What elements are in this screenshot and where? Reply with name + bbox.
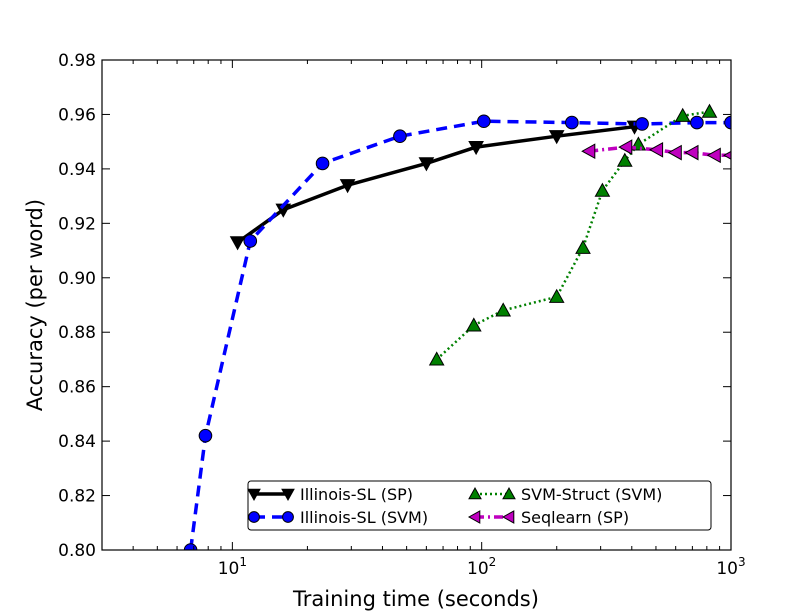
data-point bbox=[667, 144, 682, 161]
legend-marker bbox=[248, 511, 260, 523]
data-point bbox=[428, 351, 445, 366]
data-point bbox=[648, 141, 664, 158]
legend-marker bbox=[502, 486, 516, 500]
legend-marker bbox=[468, 486, 482, 500]
x-tick-label: 103 bbox=[716, 555, 745, 579]
data-point bbox=[468, 141, 484, 156]
y-tick-label: 0.94 bbox=[58, 160, 96, 180]
data-point bbox=[198, 428, 213, 443]
series-3 bbox=[428, 103, 718, 366]
data-point bbox=[243, 234, 258, 248]
axes: 0.80 0.82 0.84 0.86 0.88 0.90 0.92 0.94 0.96 0.98… bbox=[58, 51, 746, 579]
data-point bbox=[393, 129, 407, 144]
data-point bbox=[465, 317, 482, 332]
data-point bbox=[722, 150, 731, 160]
data-point bbox=[684, 144, 699, 161]
data-point bbox=[548, 130, 565, 145]
data-point bbox=[581, 143, 596, 160]
y-tick-label: 0.88 bbox=[58, 323, 96, 343]
y-tick-label: 0.98 bbox=[58, 51, 96, 71]
data-point bbox=[635, 117, 649, 131]
data-point bbox=[674, 107, 691, 122]
series-4 bbox=[581, 139, 731, 164]
series-line bbox=[435, 110, 710, 361]
y-axis-label: Accuracy (per word) bbox=[23, 199, 47, 411]
data-point bbox=[418, 157, 435, 172]
data-point bbox=[706, 147, 721, 164]
legend-marker bbox=[282, 511, 294, 523]
legend-entry: Seqlearn (SP) bbox=[467, 508, 629, 527]
legend-label: SVM-Struct (SVM) bbox=[521, 485, 662, 504]
y-tick-label: 0.82 bbox=[58, 487, 96, 507]
data-point bbox=[477, 114, 491, 129]
data-point bbox=[565, 115, 579, 130]
y-tick-label: 0.96 bbox=[58, 105, 96, 125]
legend-label: Illinois-SL (SVM) bbox=[300, 508, 428, 527]
data-point bbox=[616, 152, 633, 167]
legend-label: Illinois-SL (SP) bbox=[300, 485, 413, 504]
y-tick-label: 0.86 bbox=[58, 378, 96, 398]
data-point bbox=[690, 115, 704, 130]
legend-entry: SVM-Struct (SVM) bbox=[468, 485, 662, 504]
data-point bbox=[575, 239, 591, 254]
legend-box bbox=[247, 480, 712, 531]
y-tick-label: 0.80 bbox=[58, 541, 96, 561]
legend-entry: Illinois-SL (SVM) bbox=[248, 508, 428, 527]
legend-marker bbox=[247, 488, 261, 502]
legend-marker bbox=[281, 488, 295, 502]
data-point bbox=[618, 139, 633, 155]
legend: Illinois-SL (SP) Illinois-SL (SVM) SVM-Str… bbox=[247, 480, 712, 531]
plot-background bbox=[102, 60, 731, 550]
data-point bbox=[315, 156, 330, 171]
y-tick-label: 0.90 bbox=[58, 269, 96, 289]
data-point bbox=[229, 236, 246, 251]
x-axis-label: Training time (seconds) bbox=[292, 587, 539, 611]
legend-marker bbox=[501, 510, 515, 524]
data-point bbox=[548, 288, 565, 303]
legend-marker bbox=[467, 510, 481, 524]
data-point bbox=[495, 302, 512, 317]
legend-entry: Illinois-SL (SP) bbox=[247, 485, 413, 504]
data-point bbox=[339, 179, 356, 194]
y-tick-label: 0.92 bbox=[58, 214, 96, 234]
x-tick-label: 102 bbox=[467, 555, 496, 579]
data-point bbox=[701, 103, 718, 118]
data-point bbox=[724, 115, 731, 130]
data-point bbox=[594, 182, 611, 197]
plot-frame bbox=[101, 59, 732, 551]
x-tick-label: 101 bbox=[218, 555, 247, 579]
y-tick-label: 0.84 bbox=[58, 432, 96, 452]
series-layer bbox=[183, 103, 731, 550]
plot-area bbox=[102, 60, 731, 550]
legend-label: Seqlearn (SP) bbox=[521, 508, 629, 527]
